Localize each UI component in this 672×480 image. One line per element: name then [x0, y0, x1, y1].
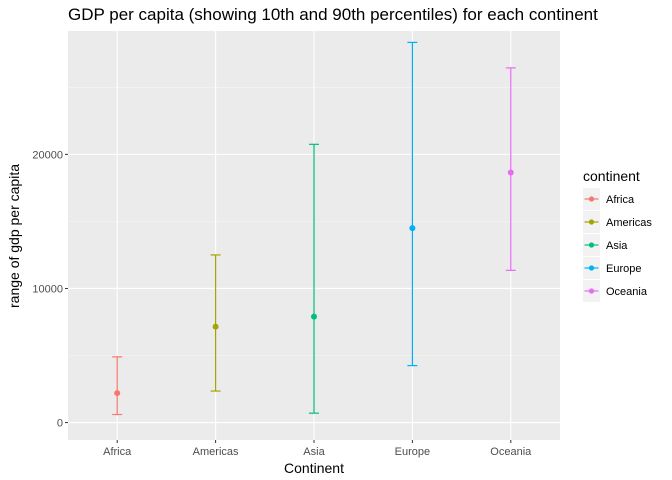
legend-item-oceania: Oceania	[583, 280, 648, 302]
legend-item-africa: Africa	[583, 188, 635, 210]
axes: 0 10000 20000 Africa Americas Asia Europe Ocean…	[32, 149, 532, 458]
y-tick-label: 10000	[32, 283, 63, 295]
x-tick-label: Americas	[193, 446, 239, 458]
legend-key-point	[588, 242, 595, 248]
y-tick-label: 0	[57, 418, 63, 430]
legend-label: Asia	[606, 240, 628, 252]
errorbar-americas	[210, 254, 221, 392]
legend-label: Africa	[606, 194, 635, 206]
legend-title: continent	[583, 168, 640, 184]
x-tick-label: Europe	[395, 446, 430, 458]
point	[311, 313, 317, 320]
y-tick-label: 20000	[32, 149, 63, 161]
legend-key-point	[588, 219, 595, 225]
errorbar-africa	[112, 356, 123, 416]
legend-item-americas: Americas	[583, 211, 652, 233]
legend-item-europe: Europe	[583, 257, 641, 279]
x-tick-label: Oceania	[490, 446, 532, 458]
legend-label: Americas	[606, 217, 652, 229]
legend-item-asia: Asia	[583, 234, 628, 256]
errorbar-oceania	[505, 67, 516, 271]
point	[212, 323, 219, 330]
legend-key-point	[588, 288, 595, 294]
x-tick-label: Asia	[303, 446, 325, 458]
x-tick-label: Africa	[103, 446, 132, 458]
point	[114, 390, 121, 397]
errorbar-asia	[309, 143, 319, 414]
chart-title: GDP per capita (showing 10th and 90th pe…	[68, 5, 598, 24]
errorbar-europe	[407, 41, 418, 367]
legend-key-point	[588, 265, 595, 271]
plot-panel	[68, 31, 560, 440]
x-axis-title: Continent	[284, 460, 344, 476]
legend: continent Africa Americas Asia Europe Oceani…	[583, 168, 652, 302]
point	[507, 169, 514, 176]
legend-label: Europe	[606, 263, 641, 275]
point	[409, 225, 416, 232]
legend-label: Oceania	[606, 286, 648, 298]
y-axis-title: range of gdp per capita	[6, 164, 22, 308]
legend-key-point	[588, 196, 595, 202]
